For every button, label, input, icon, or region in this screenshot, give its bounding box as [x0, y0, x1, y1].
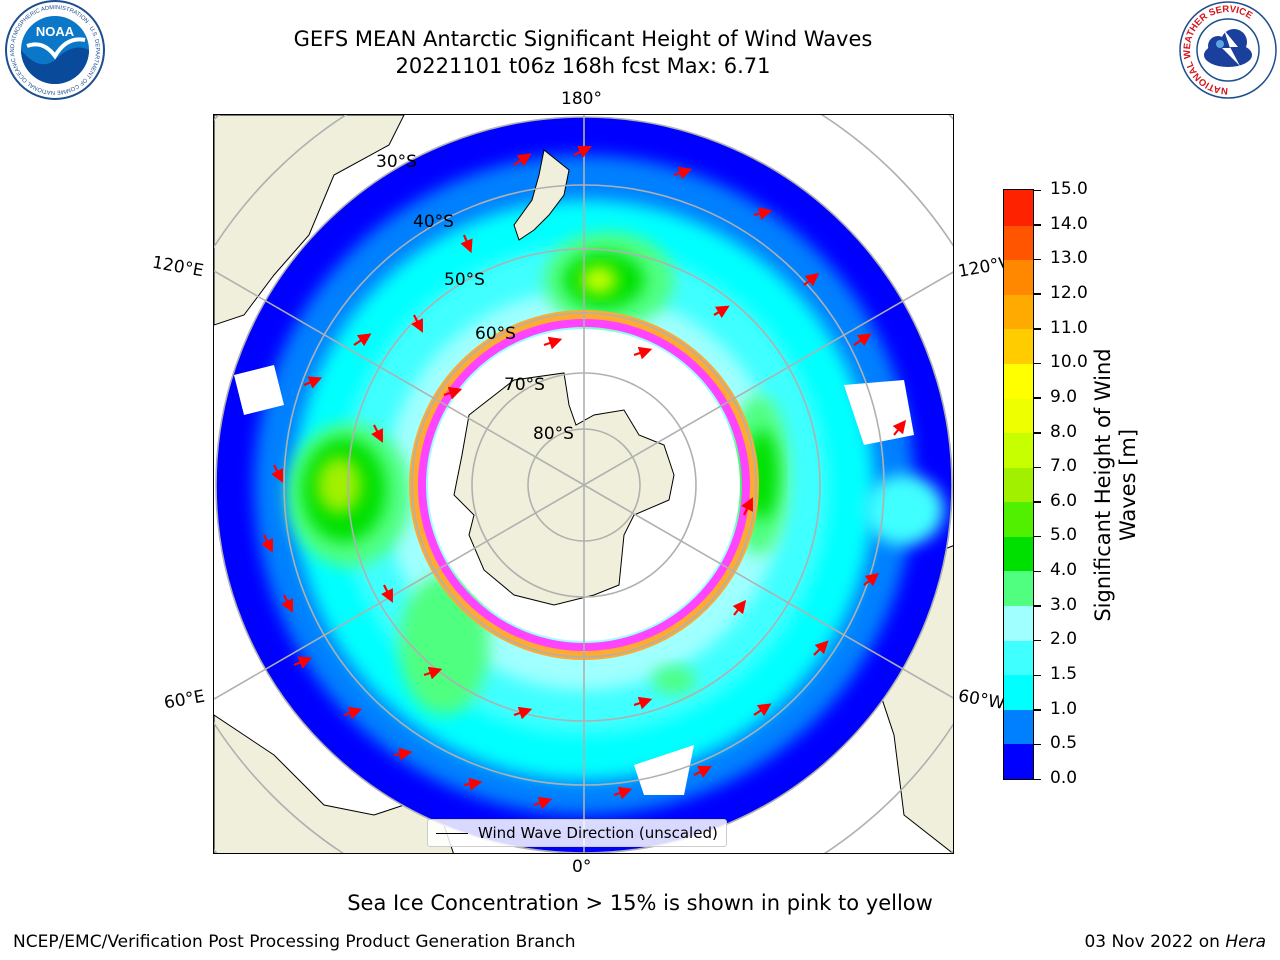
- colorbar-label-line-1: Significant Height of Wind: [1091, 348, 1115, 622]
- colorbar-tick-label: 8.0: [1050, 421, 1078, 442]
- colorbar-tick-mark: [1034, 535, 1041, 538]
- lon-label-60w: 60°W: [956, 686, 1007, 714]
- lat-label-80s: 80°S: [533, 424, 574, 444]
- colorbar-tick-mark: [1034, 778, 1041, 780]
- colorbar-tick-label: 12.0: [1050, 282, 1088, 303]
- colorbar-tick-label: 14.0: [1050, 213, 1088, 234]
- colorbar-band: [1004, 190, 1033, 226]
- lon-label-0: 0°: [572, 857, 592, 877]
- footer-host: Hera: [1225, 932, 1266, 952]
- colorbar-tick-label: 4.0: [1050, 560, 1078, 581]
- colorbar-tick-label: 6.0: [1050, 490, 1078, 511]
- lon-label-180: 180°: [561, 89, 602, 109]
- colorbar-tick-label: 1.0: [1050, 698, 1078, 719]
- colorbar-band: [1004, 570, 1033, 607]
- colorbar-tick-mark: [1034, 501, 1041, 503]
- colorbar-tick-mark: [1034, 293, 1041, 295]
- colorbar-band: [1004, 259, 1033, 295]
- colorbar-band: [1004, 501, 1033, 537]
- colorbar-band: [1004, 743, 1033, 779]
- lat-label-30s: 30°S: [376, 152, 417, 172]
- colorbar-band: [1004, 328, 1033, 364]
- colorbar-tick-mark: [1034, 674, 1041, 677]
- noaa-logo: NOAA NATIONAL OCEANIC AND ATMOSPHERIC AD…: [1, 0, 107, 106]
- colorbar: [1003, 189, 1034, 780]
- colorbar-tick-mark: [1034, 639, 1041, 642]
- colorbar-band: [1004, 467, 1033, 503]
- colorbar-tick-label: 0.0: [1050, 768, 1078, 788]
- colorbar-tick-label: 9.0: [1050, 386, 1078, 407]
- colorbar-band: [1004, 536, 1033, 572]
- colorbar-tick-mark: [1034, 189, 1041, 191]
- colorbar-tick-label: 5.0: [1050, 525, 1078, 546]
- sea-ice-caption: Sea Ice Concentration > 15% is shown in …: [347, 891, 933, 915]
- colorbar-tick-mark: [1034, 466, 1041, 469]
- colorbar-tick-mark: [1034, 743, 1041, 746]
- colorbar-band: [1004, 709, 1033, 745]
- lat-label-60s: 60°S: [475, 324, 516, 344]
- colorbar-tick-mark: [1034, 362, 1041, 365]
- colorbar-band: [1004, 363, 1033, 399]
- colorbar-tick-mark: [1034, 328, 1041, 330]
- footer-branch: NCEP/EMC/Verification Post Processing Pr…: [13, 932, 576, 952]
- legend-label: Wind Wave Direction (unscaled): [478, 824, 718, 842]
- footer-date-text: 03 Nov 2022 on: [1084, 932, 1226, 952]
- colorbar-tick-mark: [1034, 709, 1041, 711]
- colorbar-band: [1004, 432, 1033, 468]
- colorbar-tick-label: 2.0: [1050, 629, 1078, 650]
- legend-line-swatch: [436, 832, 468, 834]
- lat-label-70s: 70°S: [504, 375, 545, 395]
- colorbar-band: [1004, 605, 1033, 641]
- colorbar-tick-label: 7.0: [1050, 456, 1078, 477]
- colorbar-tick-label: 11.0: [1050, 317, 1088, 338]
- lon-label-60e: 60°E: [162, 686, 207, 714]
- graticule: [214, 115, 953, 853]
- colorbar-tick-label: 13.0: [1050, 248, 1088, 269]
- colorbar-tick-label: 1.5: [1050, 664, 1078, 685]
- colorbar-band: [1004, 294, 1033, 330]
- colorbar-tick-label: 0.5: [1050, 733, 1078, 754]
- colorbar-tick-label: 15.0: [1050, 179, 1088, 199]
- colorbar-tick-label: 3.0: [1050, 594, 1078, 615]
- colorbar-tick-mark: [1034, 224, 1041, 226]
- map-legend: Wind Wave Direction (unscaled): [427, 819, 727, 847]
- nws-logo: NATIONAL WEATHER SERVICE: [1178, 0, 1278, 104]
- colorbar-tick-mark: [1034, 397, 1041, 399]
- noaa-logo-text: NOAA: [36, 24, 75, 39]
- colorbar-tick-mark: [1034, 432, 1041, 434]
- chart-subtitle: 20221101 t06z 168h fcst Max: 6.71: [395, 54, 771, 78]
- colorbar-tick-label: 10.0: [1050, 352, 1088, 373]
- colorbar-band: [1004, 397, 1033, 434]
- lon-label-120e: 120°E: [150, 252, 206, 282]
- colorbar-tick-mark: [1034, 258, 1041, 261]
- polar-map: [213, 114, 954, 854]
- lat-label-50s: 50°S: [444, 270, 485, 290]
- colorbar-band: [1004, 225, 1033, 261]
- wind-wave-arrows: [261, 146, 907, 810]
- colorbar-tick-mark: [1034, 605, 1041, 607]
- colorbar-label-line-2: Waves [m]: [1116, 428, 1140, 542]
- colorbar-tick-mark: [1034, 570, 1041, 573]
- colorbar-band: [1004, 674, 1033, 710]
- chart-title: GEFS MEAN Antarctic Significant Height o…: [293, 27, 873, 51]
- colorbar-band: [1004, 640, 1033, 676]
- footer-date: 03 Nov 2022 on Hera: [1084, 932, 1266, 952]
- colorbar-label: Significant Height of Wind Waves [m]: [1091, 348, 1141, 621]
- lat-label-40s: 40°S: [413, 212, 454, 232]
